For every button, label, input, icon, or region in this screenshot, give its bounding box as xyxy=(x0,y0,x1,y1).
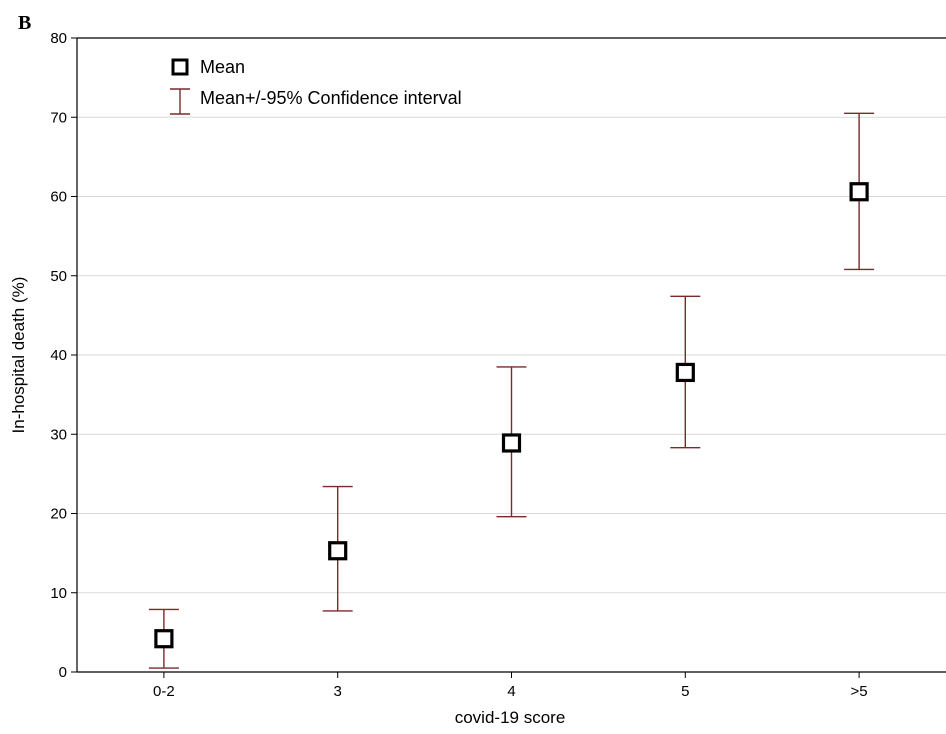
x-axis-label: covid-19 score xyxy=(455,708,566,727)
mean-point xyxy=(154,629,174,649)
mean-point xyxy=(675,362,695,383)
x-tick-label: >5 xyxy=(851,683,868,700)
mean-point xyxy=(849,182,869,202)
y-tick-label: 60 xyxy=(50,189,67,206)
legend: Mean Mean+/-95% Confidence interval xyxy=(170,57,462,115)
mean-point xyxy=(328,541,348,561)
x-ticks: 0-2 3 4 5 >5 xyxy=(153,672,868,700)
legend-mean-marker xyxy=(171,58,189,76)
y-tick-label: 50 xyxy=(50,268,67,285)
y-tick-label: 0 xyxy=(59,664,67,681)
y-tick-label: 10 xyxy=(50,585,67,602)
y-tick-label: 80 xyxy=(50,30,67,47)
y-tick-label: 30 xyxy=(50,426,67,443)
x-tick-label: 5 xyxy=(681,683,689,700)
grid-lines xyxy=(77,116,946,594)
x-tick-label: 3 xyxy=(334,683,342,700)
data-marks xyxy=(148,112,875,669)
legend-mean-label: Mean xyxy=(200,57,245,77)
y-tick-label: 40 xyxy=(50,347,67,364)
y-ticks: 0 10 20 30 40 50 60 70 80 xyxy=(50,30,77,681)
y-axis-label: In-hospital death (%) xyxy=(9,277,28,434)
y-tick-label: 70 xyxy=(50,109,67,126)
x-tick-label: 4 xyxy=(507,683,515,700)
legend-ci-label: Mean+/-95% Confidence interval xyxy=(200,88,462,108)
panel-label: B xyxy=(18,12,32,34)
x-tick-label: 0-2 xyxy=(153,683,175,700)
mean-point xyxy=(501,433,522,453)
y-tick-label: 20 xyxy=(50,506,67,523)
